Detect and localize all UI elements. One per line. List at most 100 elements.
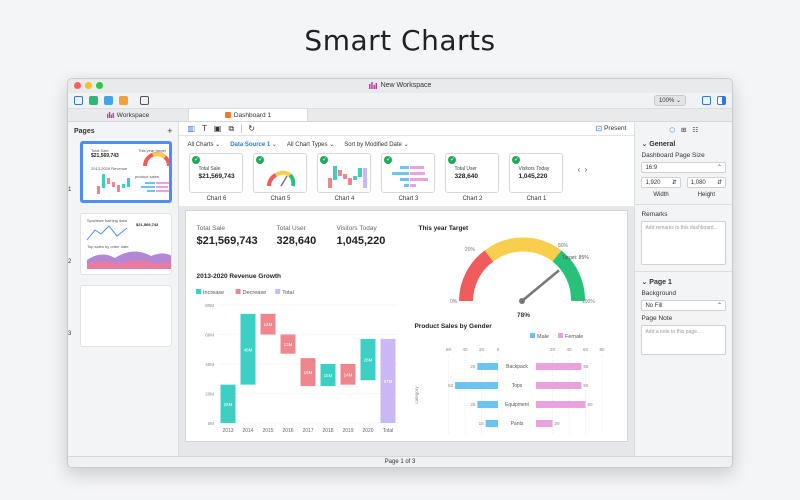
legend-swatch	[275, 289, 281, 294]
y-tick-label: 60M	[206, 333, 215, 338]
all-charts-filter[interactable]: All Charts ⌄	[187, 142, 221, 148]
male-bar	[486, 420, 499, 427]
chevron-right-icon[interactable]: ›	[584, 165, 588, 174]
chart-icon[interactable]: ▥	[187, 124, 196, 133]
shape-icon[interactable]: ⧉	[228, 123, 235, 133]
check-icon: ✓	[448, 156, 457, 164]
card-kpi-value: 328,640	[454, 173, 478, 180]
page-note-field[interactable]: Add a note to this page...	[641, 325, 726, 355]
dashboard-page[interactable]: Total Sale $21,569,743 Total User 328,64…	[185, 210, 629, 442]
gauge-tick: 100%	[582, 299, 595, 305]
bar-data-label: 28M	[364, 358, 373, 363]
duplicate-icon[interactable]	[140, 96, 149, 105]
x-tick-label: 2020	[363, 428, 374, 434]
legend-label: Male	[537, 334, 549, 340]
section-page[interactable]: ⌄ Page 1	[641, 279, 672, 286]
style-tab-icon[interactable]: ☷	[692, 127, 699, 134]
bar-data-label: 25	[471, 402, 477, 407]
kpi-value: 1,045,220	[336, 235, 386, 247]
height-label: Height	[697, 192, 716, 198]
chart-types-filter[interactable]: All Chart Types ⌄	[286, 142, 335, 148]
document-tabs: Workspace Dashboard 1	[68, 109, 732, 122]
chart-card[interactable]: ✓ Chart 5	[253, 153, 308, 202]
plus-icon[interactable]: +	[167, 126, 173, 136]
page-thumbnail-2[interactable]: Sportswe training data $21,569,743 Top s…	[80, 213, 173, 275]
table-icon[interactable]	[119, 96, 128, 105]
y-tick-label: 80M	[206, 303, 215, 308]
background-select[interactable]: No Fill ⌃	[641, 300, 726, 311]
thumb-preview	[86, 225, 172, 269]
y-tick-label: 40M	[206, 362, 215, 367]
thumb-text: Sportswe training data	[87, 218, 127, 223]
page-thumbnail-1[interactable]: Total Sale $21,569,743 This year target …	[80, 141, 173, 203]
bar-data-label: 60	[588, 402, 594, 407]
chart-carousel: ✓ Total Sale $21,569,743 Chart 6 ✓	[179, 151, 634, 206]
waterfall-bar	[360, 338, 376, 381]
legend-label: Total	[283, 290, 295, 296]
zoom-button[interactable]	[96, 82, 103, 89]
remarks-field[interactable]: Add remarks to this dashboard...	[641, 221, 726, 265]
x-tick-label: 20	[479, 347, 485, 352]
app-logo-icon	[106, 112, 114, 118]
save-icon[interactable]	[74, 96, 83, 105]
bar-data-label: 55	[584, 364, 590, 369]
general-tab-icon[interactable]: ⬡	[669, 127, 675, 134]
properties-panel: ⬡ ⊞ ☷ ⌄ General Dashboard Page Size 16:9…	[634, 122, 732, 456]
chart-card[interactable]: ✓ Chart 3	[381, 153, 436, 202]
thumb-text: product sales	[135, 174, 159, 179]
female-bar	[536, 401, 586, 408]
properties-tabs: ⬡ ⊞ ☷	[641, 126, 726, 134]
gauge-value: 78%	[517, 312, 530, 319]
section-general[interactable]: ⌄ General	[641, 141, 676, 148]
status-bar: Page 1 of 3	[68, 456, 732, 467]
bar-data-label: 15	[479, 421, 485, 426]
tab-workspace[interactable]: Workspace	[68, 109, 188, 121]
main-area: ▥ T ▣ ⧉ ↻ ⊡ Present All Charts ⌄ Data So…	[179, 122, 635, 456]
waterfall-title: 2013-2020 Revenue Growth	[196, 273, 282, 280]
chevron-left-icon[interactable]: ‹	[577, 165, 581, 174]
database-icon[interactable]	[104, 96, 113, 105]
left-panel-toggle-icon[interactable]	[702, 96, 711, 105]
tab-dashboard-1[interactable]: Dashboard 1	[188, 109, 308, 121]
right-panel-toggle-icon[interactable]	[717, 96, 726, 105]
chart-card[interactable]: ✓ Total User 328,640 Chart 2	[445, 153, 500, 202]
page-note-label: Page Note	[641, 315, 673, 322]
close-button[interactable]	[74, 82, 81, 89]
refresh-icon[interactable]: ↻	[241, 124, 255, 133]
check-icon: ✓	[384, 156, 393, 164]
x-tick-label: 2015	[263, 428, 274, 434]
zoom-select[interactable]: 100% ⌄	[653, 95, 686, 106]
data-source-icon[interactable]	[89, 96, 98, 105]
check-icon: ✓	[256, 156, 265, 164]
image-icon[interactable]: ▣	[213, 124, 222, 133]
sort-filter[interactable]: Sort by Modified Date ⌄	[344, 142, 409, 148]
height-field[interactable]: 1,080 ⇵	[686, 177, 726, 188]
pages-panel: Pages + Total Sale $21,569,743 This year…	[68, 122, 180, 456]
chart-card[interactable]: ✓ Visitors Today 1,045,220 Chart 1	[509, 153, 564, 202]
data-source-filter[interactable]: Data Source 1 ⌄	[230, 142, 277, 148]
chart-card[interactable]: ✓ Chart 4	[317, 153, 372, 202]
minimize-button[interactable]	[85, 82, 92, 89]
x-tick-label: 2013	[223, 428, 234, 434]
window-title: New Workspace	[380, 82, 432, 89]
x-tick-label: 2019	[343, 428, 354, 434]
legend-swatch	[196, 289, 202, 294]
chart-toolbar: ▥ T ▣ ⧉ ↻ ⊡ Present	[179, 122, 635, 136]
page-size-select[interactable]: 16:9 ⌃	[641, 162, 726, 173]
waterfall-bar	[380, 338, 396, 423]
present-icon: ⊡	[595, 124, 603, 133]
present-button[interactable]: ⊡ Present	[595, 124, 626, 133]
legend-swatch	[558, 333, 564, 338]
check-icon: ✓	[192, 156, 201, 164]
width-field[interactable]: 1,920 ⇵	[641, 177, 681, 188]
page-thumbnail-3[interactable]	[80, 285, 173, 347]
pages-title: Pages	[74, 128, 95, 135]
card-kpi-value: $21,569,743	[198, 173, 235, 180]
hero-title: Smart Charts	[304, 24, 496, 57]
text-icon[interactable]: T	[202, 124, 207, 133]
tab-label: Workspace	[116, 111, 150, 119]
category-label: Equipment	[506, 402, 531, 408]
chart-card[interactable]: ✓ Total Sale $21,569,743 Chart 6	[189, 153, 244, 202]
data-tab-icon[interactable]: ⊞	[680, 127, 687, 134]
gauge-preview	[267, 170, 296, 187]
